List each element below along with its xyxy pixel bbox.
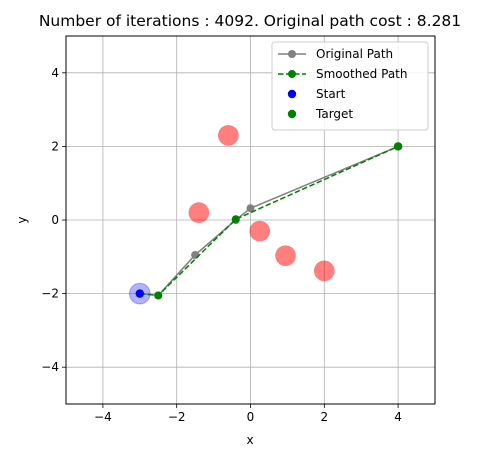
y-tick-label: −4 [41,360,59,374]
start-point [135,289,144,298]
legend-smoothed-path-marker [288,70,296,78]
smoothed-path-marker [231,215,240,224]
x-tick-label: 2 [320,410,328,424]
legend-smoothed-path-label: Smoothed Path [316,67,407,81]
legend-start-marker [287,89,297,99]
x-tick-label: −2 [168,410,186,424]
x-tick-label: 0 [247,410,255,424]
target-point [393,142,403,151]
obstacles [128,125,335,305]
smoothed-path-marker [154,291,163,300]
ticks: −4 −2 0 2 4 −4 −2 0 2 4 [41,66,402,424]
obstacle-circle [275,245,296,267]
x-tick-label: −4 [94,410,112,424]
obstacle-circle [188,202,210,223]
obstacle-circle [313,260,335,282]
x-tick-label: 4 [394,410,402,424]
y-tick-label: −2 [41,287,59,301]
original-path-line [139,145,399,297]
obstacle-circle [249,220,271,242]
legend-start-label: Start [316,87,346,101]
smoothed-path-line [139,145,399,297]
legend-target-marker [287,109,297,119]
legend-original-path-label: Original Path [316,47,393,61]
y-tick-label: 2 [51,139,59,153]
y-axis-label: y [15,216,29,223]
legend: Original Path Smoothed Path Start Target [271,41,429,131]
y-tick-label: 0 [51,213,59,227]
chart-title: Number of iterations : 4092. Original pa… [39,12,461,30]
legend-original-path-marker [288,50,296,58]
legend-box [271,41,429,131]
original-path-marker [191,250,200,259]
series-layer [135,142,403,300]
original-path-marker [246,204,255,213]
y-tick-label: 4 [51,66,59,80]
obstacle-circle [218,125,239,146]
legend-target-label: Target [315,107,353,121]
x-axis-label: x [246,433,253,447]
